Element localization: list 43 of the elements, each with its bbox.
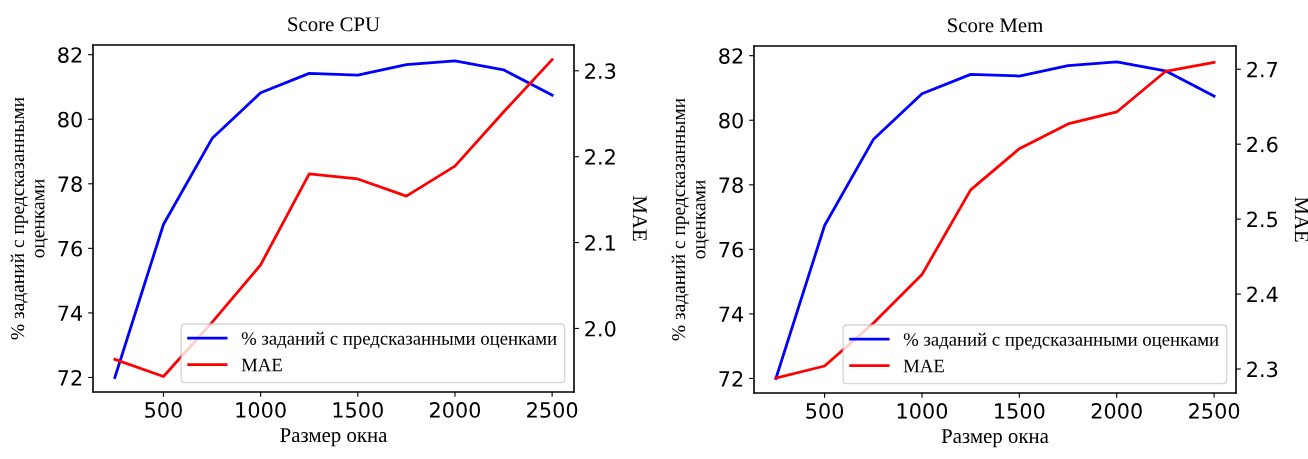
x-tick-label: 2000: [1091, 403, 1142, 419]
legend-label: % заданий с предсказанными оценками: [241, 331, 557, 349]
x-axis-title: Размер окна: [941, 429, 1049, 448]
x-axis-title: Размер окна: [280, 428, 388, 447]
y-tick-label: 72: [719, 370, 743, 387]
legend-label: MAE: [241, 358, 282, 372]
y-axis-title: % заданий с предсказанными оценками: [10, 97, 49, 340]
y-tick-label: 74: [719, 306, 744, 322]
x-tick-label: 1000: [236, 402, 286, 418]
y2-tick-label: 2.0: [585, 320, 616, 337]
y2-tick-label: 2.1: [585, 235, 615, 251]
x-tick-label: 2500: [1189, 403, 1240, 419]
x-tick-label: 1500: [995, 403, 1045, 419]
y2-tick-label: 2.4: [1247, 286, 1278, 302]
legend-label: % заданий с предсказанными оценками: [903, 332, 1219, 350]
y2-tick-label: 2.6: [1247, 136, 1278, 153]
chart-title: Score CPU: [288, 17, 380, 32]
y-tick-label: 82: [719, 48, 743, 64]
y2-tick-label: 2.3: [585, 63, 616, 79]
x-tick-label: 500: [806, 403, 844, 419]
x-tick-label: 1500: [333, 402, 383, 418]
legend-label: MAE: [903, 359, 944, 373]
y-tick-label: 80: [719, 112, 743, 129]
x-tick-label: 500: [145, 402, 182, 418]
y2-tick-label: 2.2: [585, 149, 615, 165]
y2-axis-title: MAE: [632, 195, 647, 241]
y-tick-label: 76: [719, 241, 743, 258]
y2-tick-label: 2.7: [1247, 61, 1278, 78]
chart-title: Score Mem: [948, 18, 1043, 33]
x-tick-label: 2500: [527, 402, 578, 418]
y-tick-label: 72: [58, 369, 82, 386]
y2-axis-title: MAE: [1294, 196, 1308, 242]
y2-tick-label: 2.3: [1247, 361, 1278, 378]
y2-tick-label: 2.5: [1247, 211, 1278, 228]
y-tick-label: 78: [58, 176, 82, 193]
y-tick-label: 82: [58, 47, 82, 63]
y-axis-title: % заданий с предсказанными оценками: [671, 98, 710, 341]
x-tick-label: 2000: [429, 402, 481, 418]
y-tick-label: 78: [719, 177, 743, 194]
x-tick-label: 1000: [897, 403, 948, 419]
y-tick-label: 76: [58, 240, 82, 257]
y-tick-label: 74: [58, 305, 83, 321]
y-tick-label: 80: [58, 111, 82, 128]
